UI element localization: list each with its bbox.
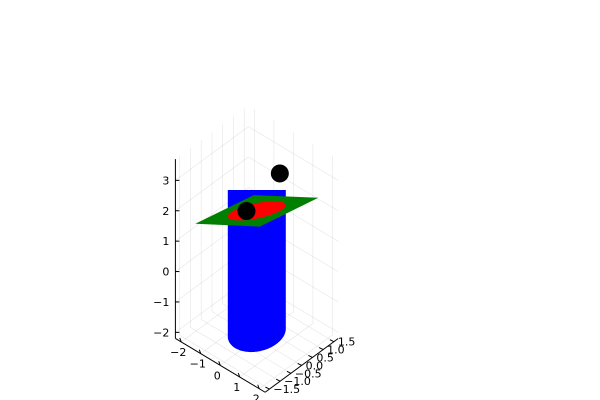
- y-tick-label-3: 0.0: [306, 359, 324, 372]
- y-tick-mark-1: [275, 378, 281, 382]
- y-tick-label-5: 1.0: [327, 344, 345, 357]
- x-tick-label-1: −1: [190, 358, 206, 371]
- grid-line-x-4: [259, 155, 333, 389]
- grid-line-y-4: [222, 124, 313, 358]
- axes-layer: [174, 159, 339, 393]
- grid-line-y-0: [179, 155, 270, 390]
- x-tick-label-2: 0: [214, 369, 221, 382]
- y-tick-mark-4: [308, 355, 313, 358]
- grid-line-z-5: [175, 126, 339, 181]
- y-tick-label-6: 1.5: [338, 336, 356, 349]
- y-tick-mark-0: [265, 386, 270, 390]
- z-tick-label-5: 3: [162, 174, 169, 187]
- z-tick-label-2: 0: [162, 266, 169, 279]
- x-tick-mark-1: [198, 349, 202, 354]
- geometry-layer: [195, 164, 319, 353]
- x-tick-label-4: 2: [253, 393, 260, 400]
- y-tick-label-1: −1.0: [284, 375, 311, 388]
- z-tick-label-4: 2: [162, 205, 169, 218]
- data-point-0: [237, 202, 256, 221]
- y-tick-mark-2: [286, 370, 292, 374]
- y-tick-mark-3: [297, 362, 302, 366]
- y-tick-mark-6: [329, 339, 335, 343]
- y-tick-label-0: −1.5: [273, 383, 300, 396]
- data-point-1: [270, 164, 289, 183]
- y-tick-label-2: −0.5: [295, 367, 322, 380]
- z-tick-label-3: 1: [162, 235, 169, 248]
- y-tick-mark-5: [318, 347, 324, 351]
- grid-line-x-3: [239, 144, 314, 378]
- x-tick-mark-3: [237, 372, 241, 378]
- y-axis-line: [264, 338, 339, 393]
- cylinder-body: [227, 190, 286, 353]
- x-tick-mark-0: [179, 337, 182, 343]
- z-tick-label-1: −1: [153, 296, 169, 309]
- grid-line-y-2: [200, 140, 292, 374]
- x-tick-label-0: −2: [170, 346, 186, 359]
- grid-line-y-3: [211, 132, 302, 366]
- grid-line-z-4: [175, 156, 339, 212]
- grid-line-y-1: [190, 148, 281, 382]
- x-tick-mark-2: [218, 361, 221, 366]
- y-tick-label-4: 0.5: [316, 351, 334, 364]
- x-tick-label-3: 1: [233, 381, 240, 394]
- x-tick-mark-4: [257, 384, 260, 389]
- z-tick-label-0: −2: [153, 326, 169, 339]
